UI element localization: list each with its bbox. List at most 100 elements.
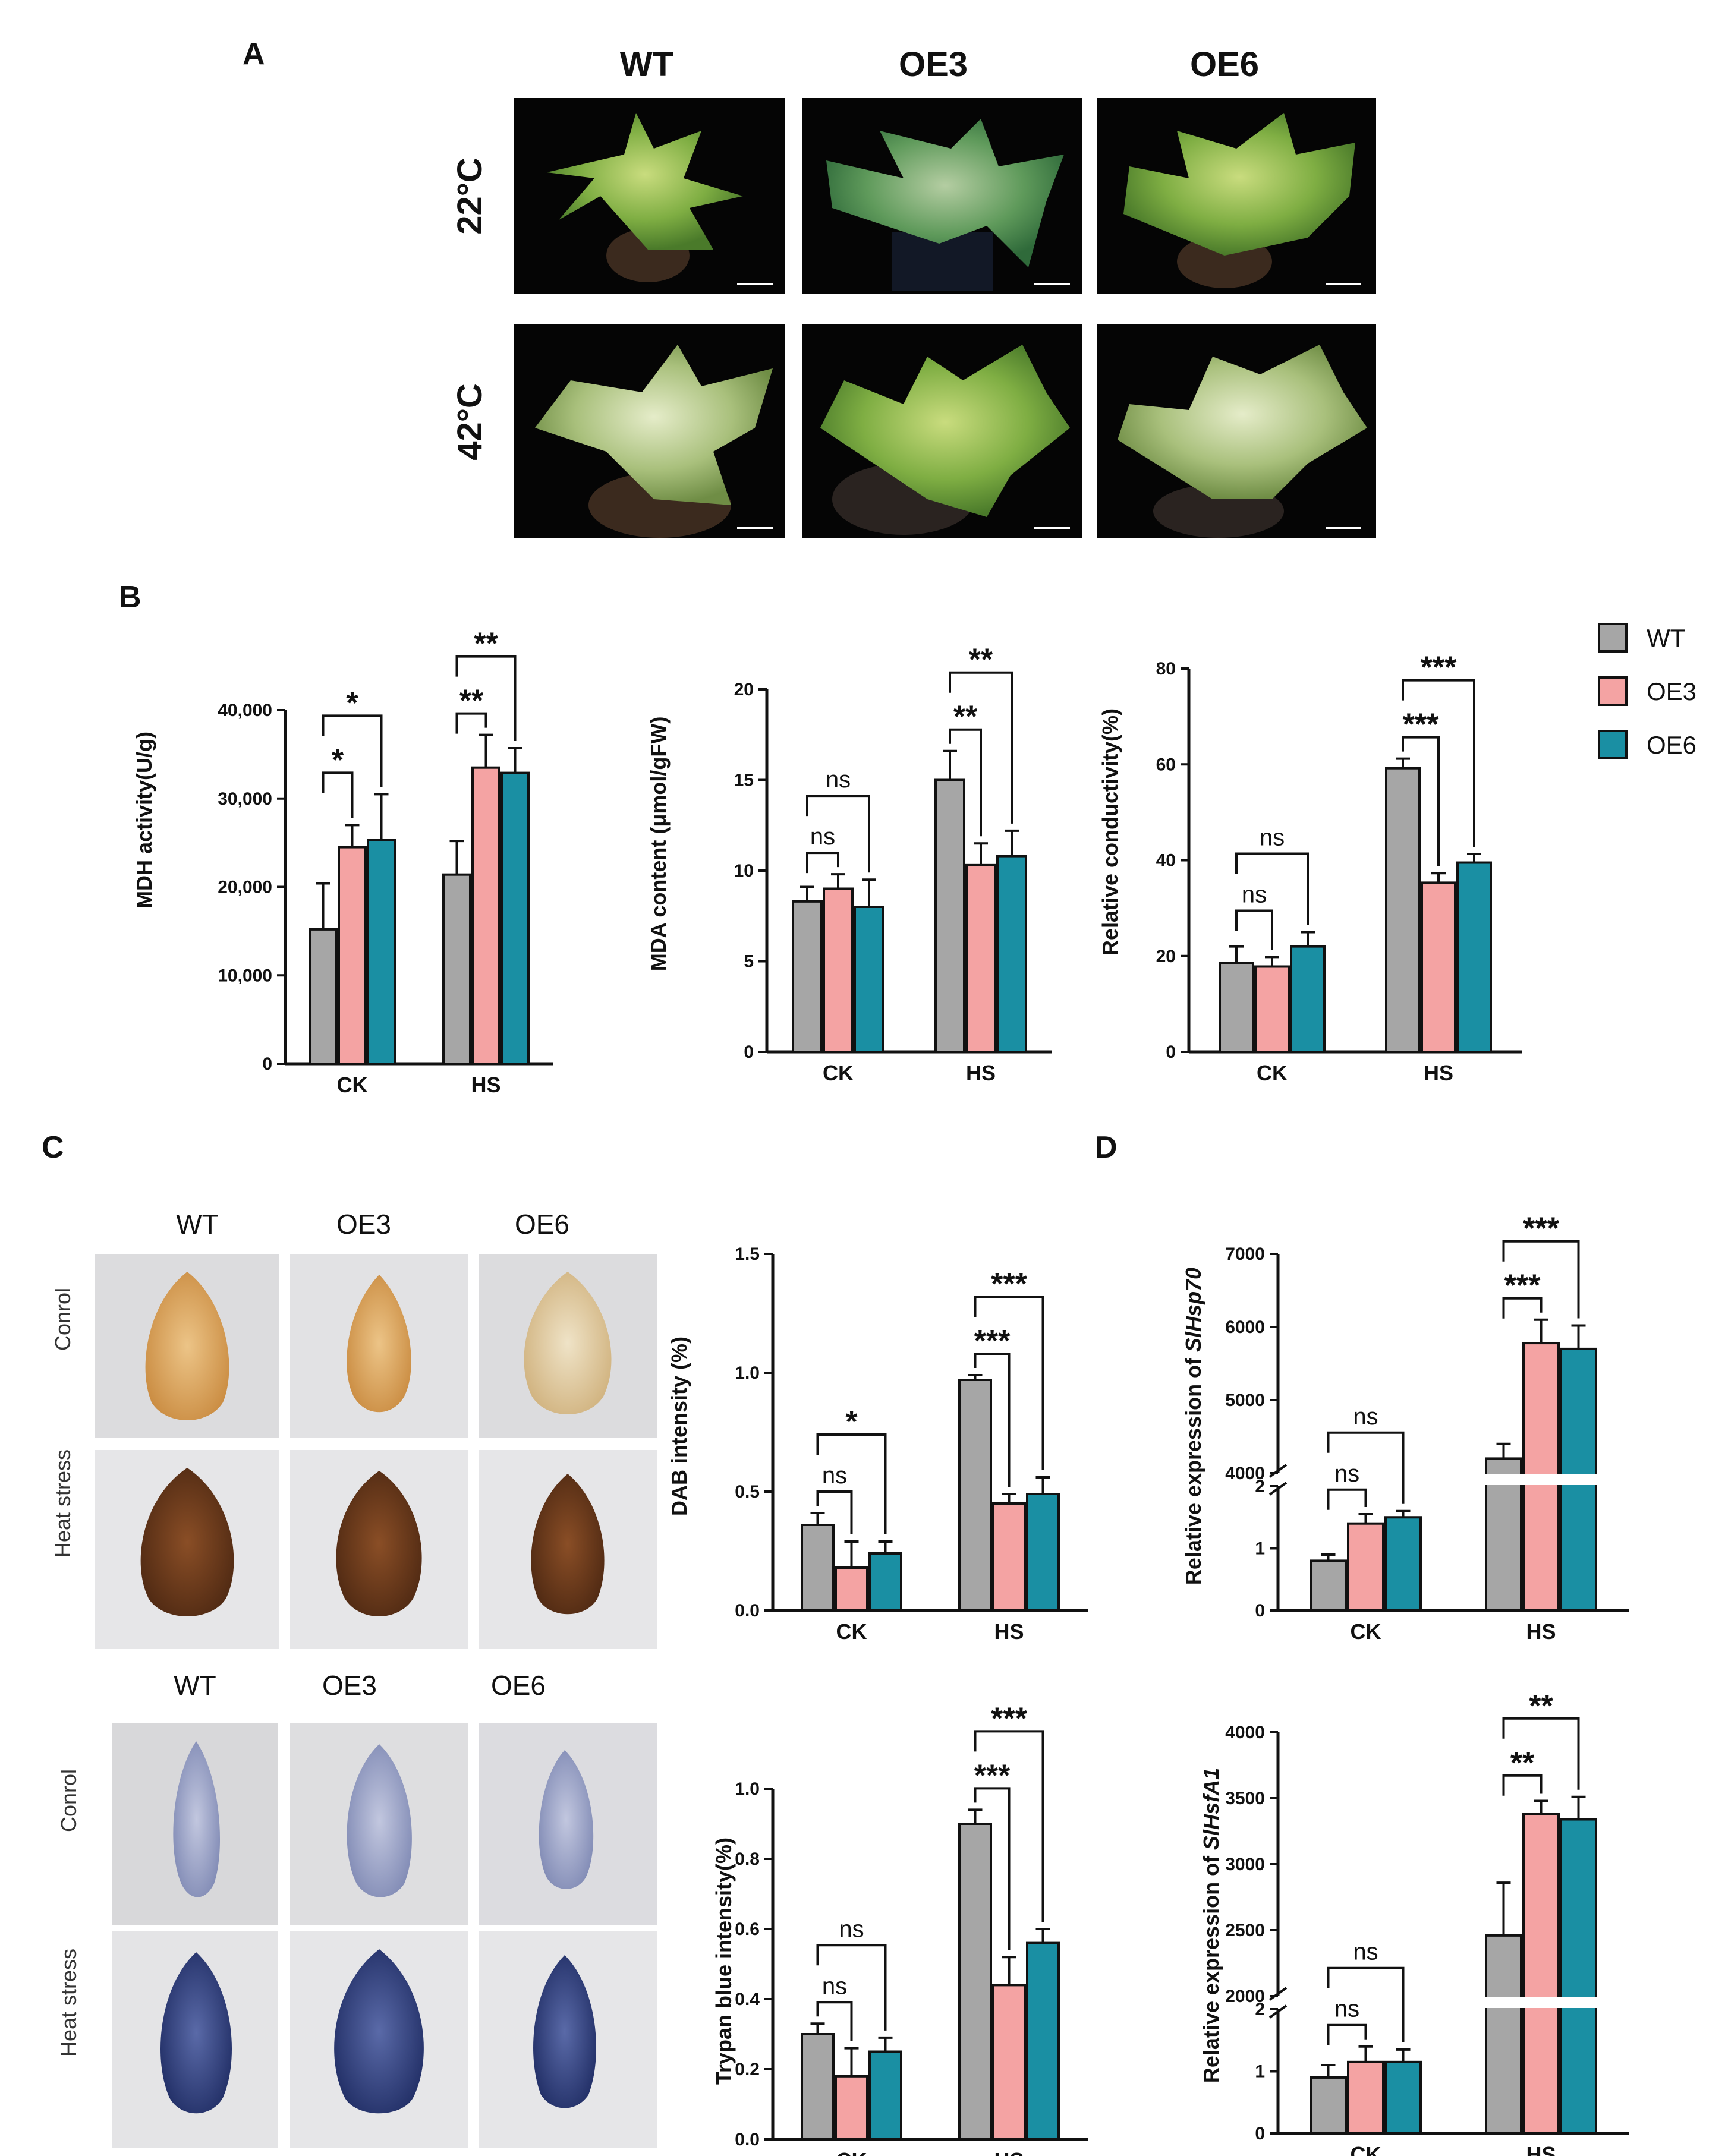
y-tick-label: 0.0 [735, 2130, 760, 2149]
significance-label: ** [953, 700, 978, 735]
significance-bracket [806, 852, 839, 874]
c-tr-col-wt: WT [174, 1670, 216, 1701]
significance-label: ** [459, 684, 484, 718]
y-axis-label: Relative conductivity(%) [1098, 708, 1122, 956]
bar-oe3-hs [965, 863, 996, 1053]
y-tick-label: 1 [1255, 1539, 1265, 1559]
significance-label: * [845, 1405, 858, 1439]
bar-wt-hs [934, 778, 965, 1053]
bar-wt-ck [801, 1524, 835, 1612]
significance-label: ns [839, 1916, 864, 1942]
panel-label-b: B [119, 580, 141, 614]
significance-label: *** [1523, 1212, 1559, 1246]
significance-bracket [322, 714, 383, 787]
bar-oe6-hs [500, 771, 530, 1066]
c-trypan-photos [112, 1723, 657, 2148]
y-tick-label: 0 [1166, 1042, 1176, 1062]
significance-bracket [974, 1787, 1011, 1950]
legend-label-oe3: OE3 [1647, 677, 1696, 705]
bar-wt-ck [1310, 1559, 1347, 1612]
significance-bracket [1327, 1488, 1367, 1510]
c-dab-col-oe3: OE3 [336, 1209, 391, 1240]
axis-break-mark [1268, 2004, 1288, 2019]
significance-label: *** [991, 1701, 1027, 1736]
y-tick-label: 2 [1255, 1477, 1265, 1496]
significance-bracket [1502, 1717, 1580, 1790]
x-category-label: CK [1257, 1061, 1288, 1085]
y-tick-label: 20 [1156, 947, 1176, 966]
a-photo-grid [514, 98, 1376, 538]
y-axis-label: Trypan blue intensity(%) [712, 1837, 736, 2085]
chart-trypan-blue-intensity: 0.0 0.2 0.4 0.6 0.8 1.0 Trypan blue intensity(… [712, 1701, 1088, 2156]
bar-wt-ck [309, 928, 338, 1066]
significance-label: ns [1353, 1404, 1378, 1430]
significance-label: ns [1334, 1996, 1359, 2022]
bar-oe6-ck [367, 839, 396, 1065]
photo-oe3-42c [802, 324, 1082, 538]
y-tick-label: 4000 [1225, 1464, 1265, 1483]
legend-swatch-oe3 [1598, 676, 1628, 706]
y-tick-label: 15 [734, 771, 754, 790]
significance-bracket [949, 728, 982, 837]
y-tick-label: 0.6 [735, 1919, 760, 1939]
significance-bracket [1327, 1966, 1405, 2042]
y-tick-label: 0 [744, 1042, 754, 1062]
y-tick-label: 4000 [1225, 1723, 1265, 1742]
bar-oe3-hs [1421, 881, 1456, 1054]
legend-label-wt: WT [1647, 624, 1685, 652]
bar-break-gap [1482, 1997, 1600, 2008]
significance-bracket [455, 712, 487, 734]
significance-label: *** [1504, 1269, 1541, 1303]
y-tick-label: 1 [1255, 2062, 1265, 2082]
y-tick-label: 3500 [1225, 1789, 1265, 1808]
photo-oe6-42c [1097, 324, 1376, 538]
a-col-oe3: OE3 [899, 45, 968, 84]
y-tick-label: 0.0 [735, 1601, 760, 1621]
c-tr-row-control: Conrol [56, 1769, 81, 1832]
y-tick-label: 3000 [1225, 1855, 1265, 1874]
y-axis-label: Relative expression of SlHsp70 [1181, 1268, 1205, 1585]
bar-break-gap [1307, 1997, 1424, 2008]
c-tr-col-oe6: OE6 [491, 1670, 546, 1701]
significance-label: ns [822, 1973, 847, 1999]
y-tick-label: 5 [744, 952, 754, 972]
bar-wt-ck [792, 900, 823, 1053]
bar-oe3-ck [1347, 2060, 1384, 2135]
bar-wt-ck [801, 2033, 835, 2141]
c-tr-col-oe3: OE3 [322, 1670, 377, 1701]
significance-bracket [949, 671, 1013, 824]
y-tick-label: 1.0 [735, 1779, 760, 1799]
x-category-label: CK [337, 1073, 368, 1097]
y-axis-label: MDH activity(U/g) [132, 732, 156, 909]
y-tick-label: 10,000 [218, 966, 272, 985]
y-tick-label: 1.5 [735, 1244, 760, 1264]
y-tick-label: 80 [1156, 659, 1176, 679]
significance-bracket [1502, 1240, 1580, 1319]
bar-oe3-hs [992, 1984, 1026, 2141]
significance-bracket [1402, 736, 1440, 866]
bar-oe3-ck [823, 887, 854, 1053]
y-tick-label: 5000 [1225, 1391, 1265, 1410]
y-tick-label: 60 [1156, 755, 1176, 774]
x-category-label: CK [836, 2148, 867, 2156]
significance-bracket [1327, 2023, 1367, 2045]
c-dab-row-heat: Heat stress [51, 1449, 75, 1558]
y-tick-label: 20,000 [218, 878, 272, 897]
significance-bracket [806, 795, 870, 873]
significance-bracket [816, 2001, 853, 2041]
significance-bracket [974, 1296, 1044, 1470]
bar-wt-hs [1485, 1934, 1522, 2135]
axis-break-mark [1268, 1482, 1288, 1496]
axis-break-mark [1268, 1464, 1288, 1478]
a-col-oe6: OE6 [1190, 45, 1259, 84]
x-category-label: HS [994, 1619, 1024, 1644]
y-tick-label: 2 [1255, 2000, 1265, 2019]
y-tick-label: 2000 [1225, 1987, 1265, 2006]
significance-bracket [1235, 909, 1273, 950]
x-category-label: CK [823, 1061, 854, 1085]
significance-label: ns [1334, 1461, 1359, 1487]
bar-oe6-ck [1384, 2060, 1422, 2135]
significance-label: ns [822, 1462, 847, 1489]
